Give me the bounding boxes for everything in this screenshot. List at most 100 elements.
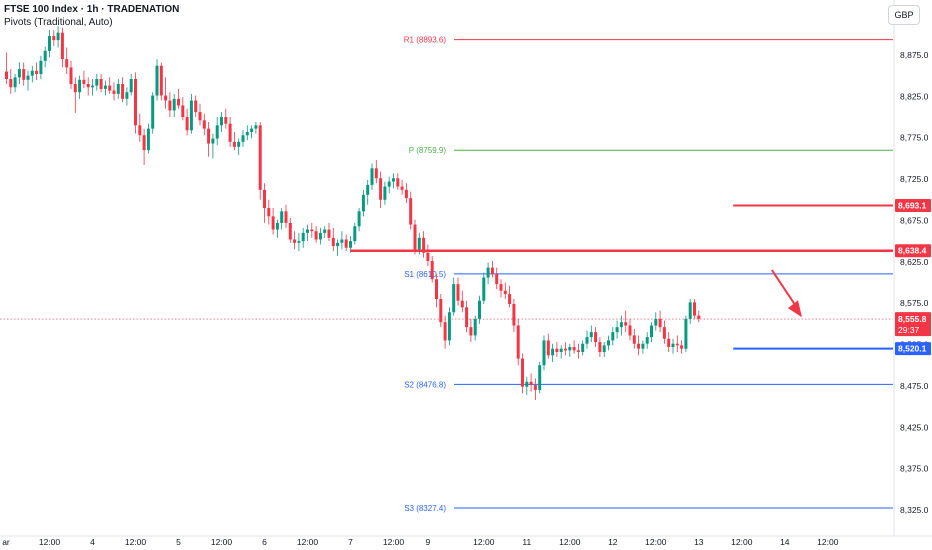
candle-body[interactable] — [168, 100, 172, 111]
candle-body[interactable] — [465, 307, 469, 328]
candle-body[interactable] — [116, 83, 120, 94]
candle-body[interactable] — [245, 131, 249, 136]
candle-body[interactable] — [280, 211, 284, 223]
candle-body[interactable] — [22, 69, 26, 80]
candle-body[interactable] — [559, 348, 563, 352]
candle-body[interactable] — [435, 279, 438, 300]
candle-body[interactable] — [361, 194, 365, 212]
candle-body[interactable] — [624, 322, 628, 326]
indicator-title[interactable]: Pivots (Traditional, Auto) — [4, 17, 113, 28]
candle-body[interactable] — [585, 337, 589, 344]
candle-body[interactable] — [211, 138, 215, 144]
candle-body[interactable] — [516, 325, 520, 359]
candle-body[interactable] — [576, 350, 580, 352]
candle-body[interactable] — [254, 125, 258, 129]
down-arrow-shaft[interactable] — [771, 269, 799, 310]
candle-body[interactable] — [404, 189, 408, 199]
candle-body[interactable] — [181, 105, 185, 118]
candle-body[interactable] — [48, 35, 51, 51]
candle-body[interactable] — [220, 117, 223, 126]
candle-body[interactable] — [232, 141, 236, 147]
candle-body[interactable] — [392, 178, 395, 182]
candle-body[interactable] — [125, 92, 129, 99]
candle-body[interactable] — [43, 50, 47, 61]
candle-body[interactable] — [645, 337, 649, 344]
candle-body[interactable] — [697, 315, 701, 319]
candle-body[interactable] — [73, 83, 77, 93]
candle-body[interactable] — [35, 70, 39, 75]
candle-body[interactable] — [598, 342, 602, 352]
candle-body[interactable] — [228, 123, 232, 142]
candle-body[interactable] — [258, 125, 262, 190]
candle-body[interactable] — [353, 226, 357, 242]
candle-body[interactable] — [86, 83, 90, 88]
candle-body[interactable] — [151, 95, 155, 129]
candle-body[interactable] — [499, 284, 503, 291]
candle-body[interactable] — [387, 181, 391, 187]
candle-body[interactable] — [512, 304, 516, 326]
candle-body[interactable] — [237, 141, 241, 147]
candle-body[interactable] — [177, 98, 180, 106]
candle-body[interactable] — [69, 67, 73, 84]
candle-body[interactable] — [310, 229, 314, 232]
candle-body[interactable] — [654, 318, 658, 326]
candle-body[interactable] — [693, 302, 696, 316]
candle-body[interactable] — [589, 332, 593, 338]
candle-body[interactable] — [56, 32, 60, 41]
candle-body[interactable] — [112, 90, 116, 94]
candle-body[interactable] — [379, 178, 383, 200]
candle-body[interactable] — [456, 284, 460, 301]
candle-body[interactable] — [288, 222, 292, 240]
candle-body[interactable] — [551, 348, 555, 356]
candle-body[interactable] — [164, 95, 168, 101]
candle-body[interactable] — [17, 69, 21, 78]
candle-body[interactable] — [185, 117, 189, 131]
candle-body[interactable] — [344, 239, 348, 248]
candle-body[interactable] — [138, 125, 142, 136]
candle-body[interactable] — [538, 365, 542, 391]
candle-body[interactable] — [439, 299, 443, 323]
candle-body[interactable] — [671, 343, 675, 348]
candle-body[interactable] — [409, 198, 413, 225]
candle-body[interactable] — [357, 211, 361, 227]
candle-body[interactable] — [452, 284, 456, 313]
candle-body[interactable] — [349, 241, 352, 248]
currency-button[interactable]: GBP — [888, 5, 920, 25]
candle-body[interactable] — [323, 229, 327, 233]
candle-body[interactable] — [447, 312, 451, 341]
candle-body[interactable] — [39, 60, 43, 75]
candle-body[interactable] — [146, 128, 150, 151]
candle-body[interactable] — [263, 189, 266, 209]
candle-body[interactable] — [275, 222, 279, 230]
candle-body[interactable] — [478, 300, 481, 319]
candle-body[interactable] — [297, 241, 301, 243]
candle-body[interactable] — [340, 239, 344, 243]
candle-body[interactable] — [250, 128, 254, 132]
candle-body[interactable] — [189, 100, 193, 131]
candle-body[interactable] — [486, 267, 490, 278]
candle-body[interactable] — [564, 348, 567, 351]
candle-body[interactable] — [503, 290, 507, 295]
candle-body[interactable] — [650, 325, 653, 338]
down-arrow-head[interactable] — [788, 300, 802, 318]
candle-body[interactable] — [301, 232, 305, 242]
candle-body[interactable] — [108, 85, 112, 91]
candle-body[interactable] — [374, 168, 378, 179]
candle-body[interactable] — [607, 340, 610, 346]
candle-body[interactable] — [198, 112, 202, 121]
candle-body[interactable] — [314, 231, 318, 240]
candle-body[interactable] — [172, 98, 176, 111]
symbol-title[interactable]: FTSE 100 Index · 1h · TRADENATION — [4, 4, 180, 15]
candle-body[interactable] — [134, 78, 137, 126]
candle-body[interactable] — [426, 252, 430, 261]
candle-body[interactable] — [422, 237, 426, 253]
candle-body[interactable] — [680, 345, 684, 349]
candle-body[interactable] — [525, 381, 529, 387]
candle-body[interactable] — [430, 260, 434, 280]
candle-body[interactable] — [508, 294, 512, 305]
candle-body[interactable] — [383, 186, 387, 200]
candle-body[interactable] — [5, 71, 8, 79]
candle-body[interactable] — [78, 79, 82, 93]
candle-body[interactable] — [202, 120, 206, 129]
candle-body[interactable] — [155, 65, 159, 96]
